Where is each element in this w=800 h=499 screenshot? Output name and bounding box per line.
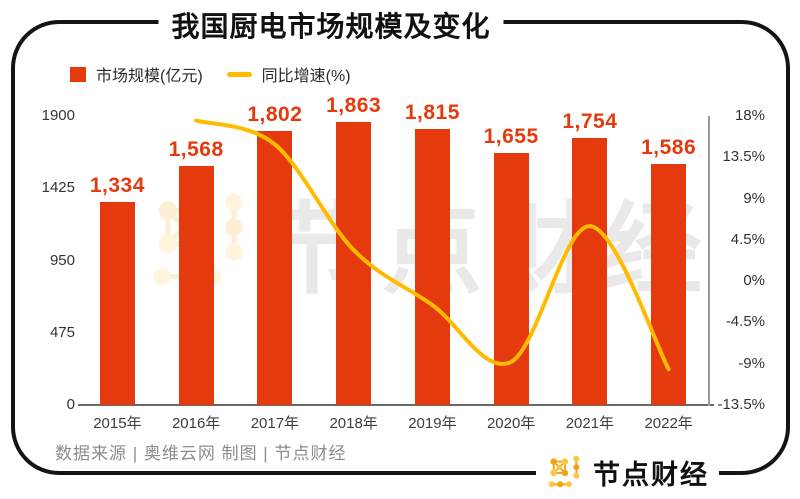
- bar-value-label: 1,815: [404, 100, 460, 124]
- page-title: 我国厨电市场规模及变化: [158, 5, 504, 45]
- bar-2016年: [178, 166, 214, 405]
- x-axis-line: [78, 404, 714, 406]
- left-axis-label: 0: [66, 396, 75, 413]
- right-axis-label: 0%: [743, 272, 765, 290]
- x-axis-label: 2018年: [329, 415, 378, 432]
- right-axis-line: [708, 116, 710, 406]
- growth-line: [194, 118, 671, 372]
- left-axis-label: 1425: [41, 179, 75, 197]
- x-axis-label: 2015年: [93, 415, 142, 432]
- right-axis-label: 9%: [743, 189, 765, 207]
- bar-2015年: [99, 202, 135, 405]
- chart-legend: 市场规模(亿元) 同比增速(%): [70, 62, 351, 86]
- growth-line-path: [194, 118, 671, 372]
- x-axis-label: 2016年: [171, 415, 221, 432]
- right-axis-label: -13.5%: [717, 396, 765, 413]
- bar-value-label: 1,655: [483, 125, 539, 149]
- legend-bar-label: 市场规模(亿元): [96, 68, 203, 85]
- plot-area: 1,334 2015年 1,568 2016年 1,802 2017年 1,863 2018年…: [78, 94, 708, 432]
- bar-value-label: 1,863: [326, 93, 382, 117]
- bar-value-label: 1,586: [641, 135, 697, 159]
- right-axis-label: 13.5%: [722, 148, 765, 166]
- x-axis-label: 2022年: [644, 415, 693, 432]
- left-axis-label: 475: [49, 323, 75, 341]
- data-source-note: 数据来源 | 奥维云网 制图 | 节点财经: [55, 444, 347, 463]
- x-axis-label: 2021年: [565, 415, 615, 432]
- bar-2021年: [572, 138, 608, 405]
- bar-2019年: [414, 128, 450, 405]
- left-axis-label: 950: [49, 251, 75, 269]
- bar-value-label: 1,334: [89, 174, 145, 198]
- bar-2017年: [257, 130, 293, 405]
- legend-bar-swatch: [70, 66, 86, 82]
- right-axis-label: -4.5%: [725, 313, 765, 331]
- right-axis-label: 4.5%: [730, 230, 765, 248]
- bar-value-label: 1,754: [562, 110, 618, 134]
- brand-logo: 节点财经: [536, 450, 719, 494]
- bar-value-label: 1,802: [247, 102, 303, 126]
- brand-logo-icon: [546, 455, 584, 489]
- x-axis-label: 2020年: [486, 415, 536, 432]
- right-axis-label: 18%: [734, 107, 765, 124]
- brand-name: 节点财经: [593, 459, 709, 490]
- x-axis-label: 2017年: [250, 415, 300, 432]
- legend-line-swatch: [226, 71, 252, 77]
- bar-value-label: 1,568: [168, 138, 224, 162]
- x-axis-label: 2019年: [408, 415, 457, 432]
- left-axis-label: 1900: [41, 107, 75, 124]
- legend-line-label: 同比增速(%): [261, 68, 351, 85]
- right-axis-label: -9%: [738, 354, 765, 372]
